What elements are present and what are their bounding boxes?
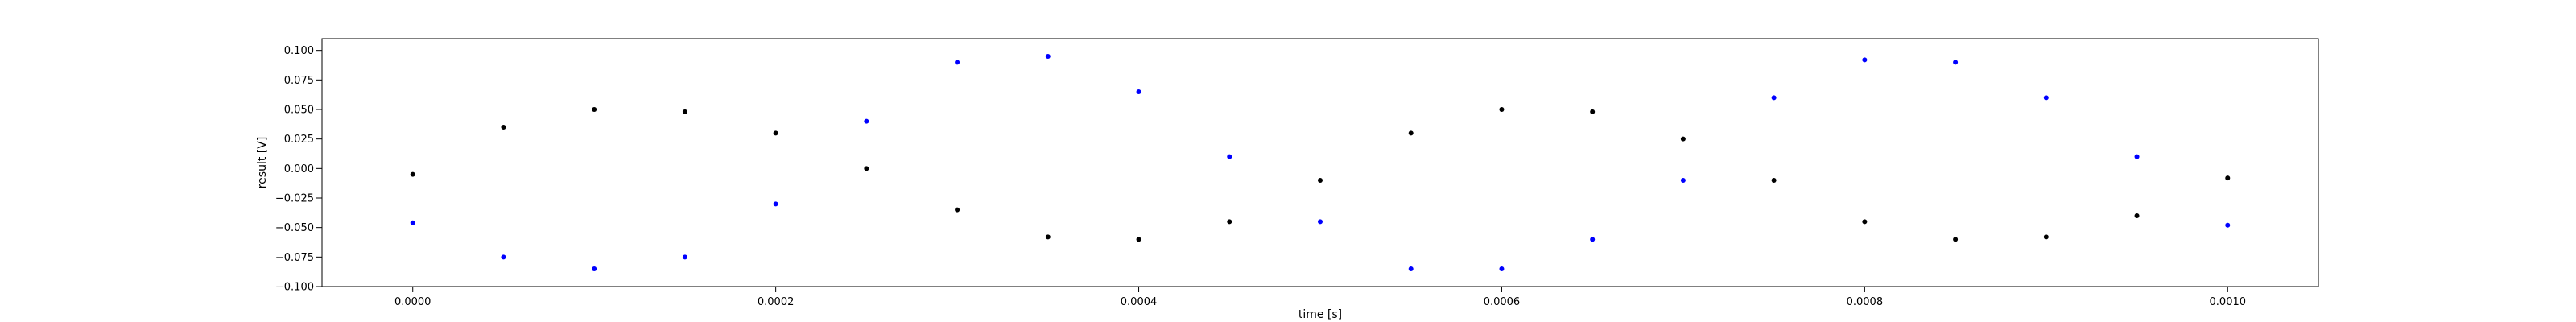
y-tick-label: 0.075	[284, 75, 314, 87]
series-1-point	[592, 266, 597, 271]
series-2-point	[1953, 237, 1959, 242]
series-1-point	[773, 201, 778, 207]
y-tick-label: 0.025	[284, 134, 314, 146]
series-2-point	[1590, 109, 1596, 114]
series-2-point	[2043, 234, 2049, 240]
y-tick-label: −0.075	[275, 252, 314, 264]
y-axis: −0.100 −0.075 −0.050 −0.025 0.000 0.025 0.050 0…	[275, 45, 322, 294]
series-2-point	[2134, 213, 2140, 218]
series-1-point	[864, 118, 869, 124]
y-axis-label: result [V]	[256, 137, 269, 189]
series-2-point	[592, 107, 597, 112]
series-2-point	[682, 109, 687, 114]
x-tick-label: 0.0002	[758, 296, 795, 308]
series-1-point	[955, 60, 960, 65]
series-1-point	[1953, 60, 1959, 65]
y-tick-label: 0.100	[284, 45, 314, 57]
series-2-point	[1136, 237, 1141, 242]
series-1-point	[1590, 237, 1596, 242]
series-2-point	[1227, 219, 1232, 225]
series-1-point	[501, 254, 506, 260]
series-1-point	[2043, 95, 2049, 101]
series-1-point	[410, 220, 415, 225]
x-tick-label: 0.0006	[1484, 296, 1521, 308]
series-1-point	[1408, 266, 1414, 271]
series-2-point	[2225, 175, 2231, 181]
series-2-point	[773, 130, 778, 136]
plot-area	[321, 38, 2319, 287]
series-2-point	[1771, 178, 1777, 183]
x-tick-label: 0.0010	[2210, 296, 2247, 308]
series-1-point	[2225, 222, 2231, 228]
x-tick-label: 0.0000	[394, 296, 431, 308]
series-2-point	[1408, 130, 1414, 136]
series-2-point	[955, 207, 960, 213]
series-1-point	[1318, 219, 1323, 225]
y-tick-label: −0.100	[275, 282, 314, 294]
series-1-point	[1136, 89, 1141, 94]
series-2-point	[864, 166, 869, 171]
y-tick-label: −0.050	[275, 222, 314, 234]
series-1-point	[1045, 54, 1051, 59]
data-marks	[410, 54, 2231, 271]
x-axis: 0.0000 0.0002 0.0004 0.0006 0.0008 0.0010	[394, 287, 2246, 308]
series-2-point	[1499, 107, 1505, 112]
series-1-point	[2134, 154, 2140, 159]
series-1-point	[1862, 57, 1868, 63]
x-axis-label: time [s]	[1298, 308, 1342, 321]
series-1-point	[1771, 95, 1777, 101]
series-2-point	[501, 125, 506, 130]
y-tick-label: 0.050	[284, 105, 314, 117]
x-tick-label: 0.0004	[1121, 296, 1158, 308]
series-2-point	[1318, 178, 1323, 183]
series-2-point	[1862, 219, 1868, 225]
series-2-point	[1045, 234, 1051, 240]
series-2-point	[1680, 136, 1686, 142]
series-1-point	[1499, 266, 1505, 271]
series-1-point	[682, 254, 687, 260]
y-tick-label: −0.025	[275, 193, 314, 205]
series-1-point	[1227, 154, 1232, 159]
series-2-point	[410, 171, 415, 177]
y-tick-label: 0.000	[284, 163, 314, 175]
series-1-point	[1680, 178, 1686, 183]
x-tick-label: 0.0008	[1847, 296, 1884, 308]
